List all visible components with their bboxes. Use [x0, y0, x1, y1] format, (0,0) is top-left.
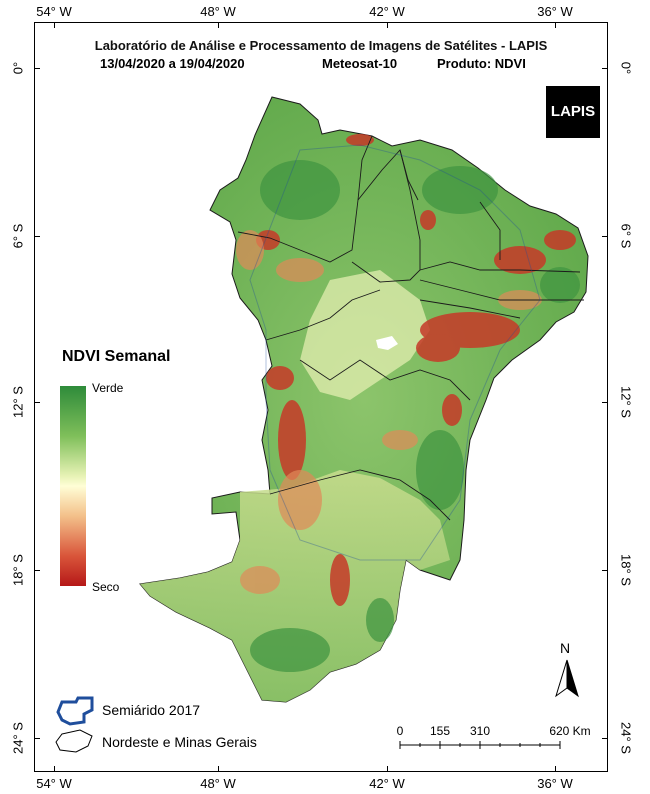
tick-mark — [54, 22, 55, 28]
date-range: 13/04/2020 a 19/04/2020 — [100, 56, 245, 71]
bottom-tick-42w: 42° W — [369, 776, 405, 791]
legend-item-region: Nordeste e Minas Gerais — [102, 734, 257, 750]
scale-label-620: 620 Km — [549, 724, 591, 738]
top-tick-36w: 36° W — [537, 4, 573, 19]
bottom-tick-48w: 48° W — [200, 776, 236, 791]
tick-mark — [34, 68, 40, 69]
semiarid-outline-icon — [56, 696, 94, 726]
tick-mark — [387, 766, 388, 772]
top-tick-42w: 42° W — [369, 4, 405, 19]
tick-mark — [602, 738, 608, 739]
ndvi-colorbar — [60, 386, 86, 586]
tick-mark — [555, 22, 556, 28]
colorbar-high-label: Verde — [92, 381, 124, 395]
product-name: Produto: NDVI — [437, 56, 526, 71]
tick-mark — [34, 738, 40, 739]
top-tick-54w: 54° W — [36, 4, 72, 19]
scale-label-155: 155 — [429, 724, 451, 738]
tick-mark — [34, 402, 40, 403]
north-label: N — [560, 640, 571, 656]
reservoir — [376, 336, 398, 350]
scale-label-0: 0 — [396, 724, 404, 738]
bottom-tick-36w: 36° W — [537, 776, 573, 791]
tick-mark — [602, 68, 608, 69]
state-borders — [237, 135, 584, 521]
tick-mark — [54, 766, 55, 772]
legend-item-semiarid: Semiárido 2017 — [102, 702, 201, 718]
tick-mark — [218, 766, 219, 772]
tick-mark — [218, 22, 219, 28]
lapis-logo: LAPIS — [546, 86, 600, 138]
bottom-tick-54w: 54° W — [36, 776, 72, 791]
tick-mark — [602, 402, 608, 403]
scale-label-310: 310 — [469, 724, 491, 738]
top-tick-48w: 48° W — [200, 4, 236, 19]
map-title: Laboratório de Análise e Processamento d… — [94, 38, 548, 53]
tick-mark — [602, 570, 608, 571]
semiarid-core — [300, 270, 430, 400]
north-arrow-icon — [555, 659, 579, 698]
colorbar-low-label: Seco — [92, 580, 120, 594]
green-patches — [250, 160, 580, 672]
legend-title: NDVI Semanal — [62, 348, 171, 365]
tick-mark — [34, 236, 40, 237]
orange-patches — [236, 230, 542, 594]
scale-bar — [399, 741, 561, 749]
tick-mark — [387, 22, 388, 28]
region-outline-icon — [55, 729, 93, 753]
tick-mark — [34, 570, 40, 571]
dry-patches — [256, 134, 576, 606]
tick-mark — [555, 766, 556, 772]
southern-zone — [140, 470, 450, 702]
semiarid-2017-outline — [249, 144, 541, 561]
satellite-name: Meteosat-10 — [322, 56, 398, 71]
tick-mark — [602, 236, 608, 237]
